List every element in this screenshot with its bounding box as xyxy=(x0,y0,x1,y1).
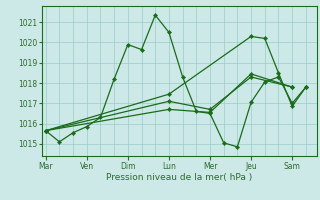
X-axis label: Pression niveau de la mer( hPa ): Pression niveau de la mer( hPa ) xyxy=(106,173,252,182)
